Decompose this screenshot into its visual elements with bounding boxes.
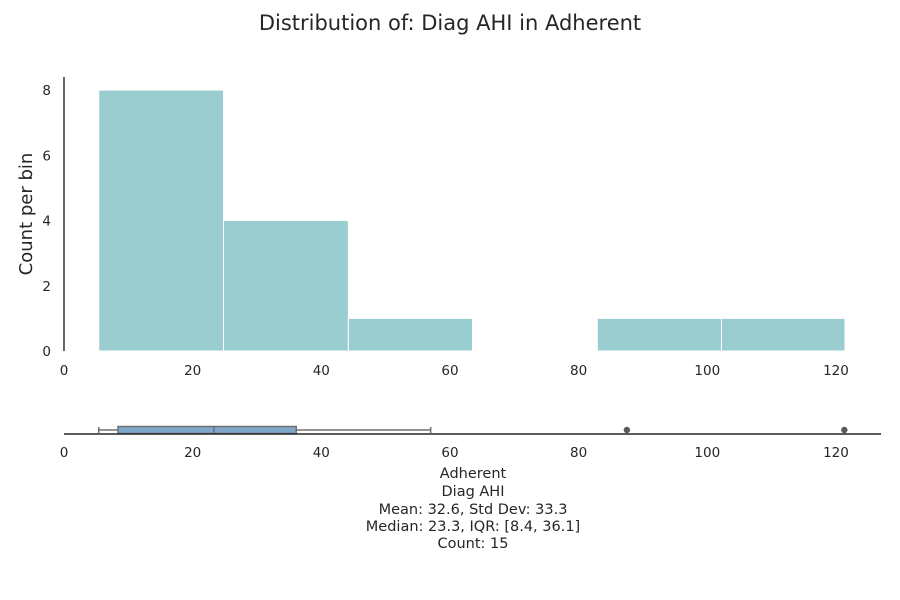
y-tick-label: 2	[42, 279, 51, 295]
box-x-tick-label: 0	[60, 445, 69, 461]
y-axis-label: Count per bin	[16, 153, 37, 276]
box-outlier	[841, 426, 848, 434]
x-tick-label: 20	[184, 363, 201, 379]
x-tick-label: 120	[823, 363, 849, 379]
histogram-bar-1	[223, 220, 349, 352]
summary-group: Adherent	[440, 466, 507, 482]
box-x-tick-label: 100	[694, 445, 720, 461]
box-x-tick-label: 60	[441, 445, 458, 461]
box-x-tick-label: 20	[184, 445, 201, 461]
boxplot	[97, 425, 848, 435]
boxplot-axis: 0 20 40 60 80 100 120	[60, 433, 881, 461]
histogram-bar-5	[720, 317, 846, 352]
summary-stats: Adherent Diag AHI Mean: 32.6, Std Dev: 3…	[366, 466, 580, 552]
summary-variable: Diag AHI	[442, 484, 505, 500]
x-tick-label: 0	[60, 363, 69, 379]
x-tick-label: 40	[313, 363, 330, 379]
box-x-tick-label: 80	[570, 445, 587, 461]
histogram-bar-0	[98, 89, 225, 352]
histogram-bar-4	[596, 317, 722, 352]
summary-median-iqr: Median: 23.3, IQR: [8.4, 36.1]	[366, 519, 580, 535]
summary-mean-std: Mean: 32.6, Std Dev: 33.3	[379, 502, 568, 518]
box-outlier	[623, 426, 631, 434]
x-tick-label: 80	[570, 363, 587, 379]
x-tick-label: 60	[441, 363, 458, 379]
box-iqr	[117, 425, 297, 435]
chart-title: Distribution of: Diag AHI in Adherent	[259, 11, 641, 35]
box-x-tick-label: 40	[313, 445, 330, 461]
histogram-bars	[98, 89, 846, 352]
y-tick-label: 4	[42, 214, 51, 230]
box-x-tick-label: 120	[823, 445, 849, 461]
summary-count: Count: 15	[437, 536, 508, 552]
histogram-bar-2	[347, 317, 473, 352]
y-tick-label: 6	[42, 148, 51, 164]
y-tick-label: 0	[42, 344, 51, 360]
x-tick-label: 100	[694, 363, 720, 379]
y-tick-label: 8	[42, 83, 51, 99]
